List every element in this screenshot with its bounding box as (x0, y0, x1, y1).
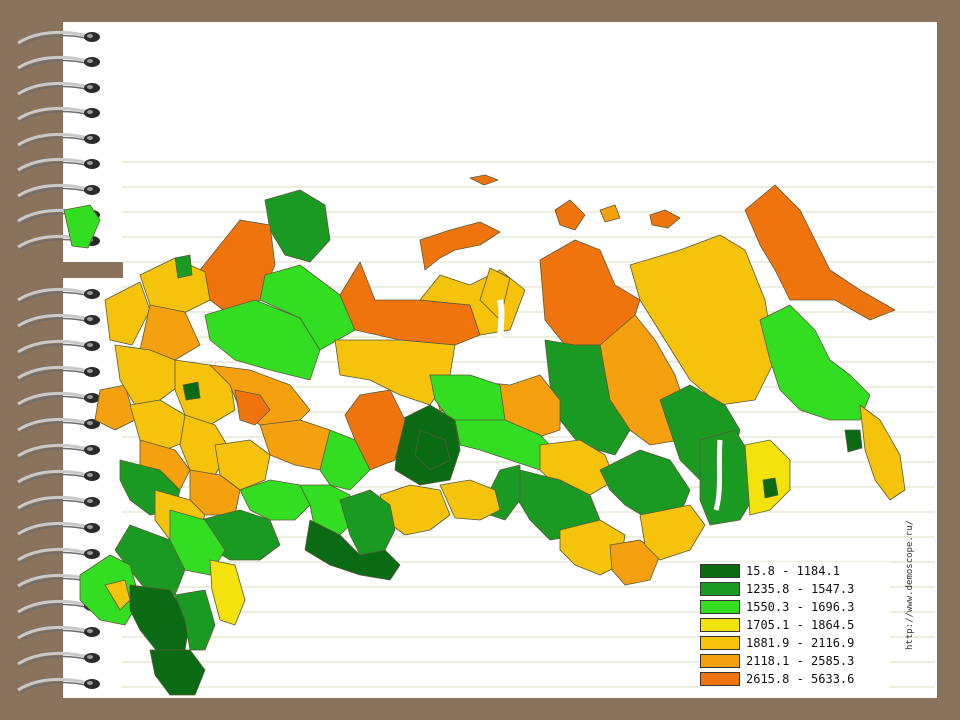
map-region (94, 384, 136, 431)
map-region (859, 404, 906, 501)
legend-item: 1550.3 - 1696.3 (700, 598, 890, 616)
legend-label: 15.8 - 1184.1 (746, 564, 840, 578)
legend-item: 2118.1 - 2585.3 (700, 652, 890, 670)
spiral-ring-icon (17, 547, 100, 564)
spiral-ring-icon (17, 677, 100, 694)
spiral-ring-icon (17, 417, 100, 434)
map-region (139, 304, 201, 361)
map-region (174, 589, 216, 651)
spiral-ring-icon (17, 365, 100, 382)
legend-swatch (700, 582, 740, 596)
legend-label: 1881.9 - 2116.9 (746, 636, 855, 650)
map-region (209, 559, 246, 626)
map-region (759, 304, 871, 421)
legend-swatch (700, 564, 740, 578)
legend-swatch (700, 654, 740, 668)
legend-label: 1235.8 - 1547.3 (746, 582, 855, 596)
map-region (559, 519, 626, 576)
map-region (844, 429, 863, 453)
map-region (234, 389, 271, 426)
source-watermark: http://www.demoscope.ru/ (905, 519, 915, 650)
legend-swatch (700, 618, 740, 632)
spiral-ring-icon (17, 81, 100, 98)
map-region (339, 489, 396, 556)
legend-label: 2615.8 - 5633.6 (746, 672, 855, 686)
spiral-ring-icon (17, 625, 100, 642)
map-region (239, 479, 311, 521)
spiral-ring-icon (17, 443, 100, 460)
map-region (174, 254, 193, 279)
map-region (414, 429, 451, 471)
map-region (554, 199, 586, 231)
spiral-ring-icon (17, 30, 100, 47)
map-region (264, 189, 331, 263)
map-region (114, 344, 181, 406)
spiral-ring-icon (17, 55, 100, 72)
map-region (182, 381, 201, 401)
map-region (319, 429, 371, 491)
map-region (744, 184, 896, 321)
map-region (609, 539, 661, 586)
map-region (149, 649, 206, 696)
spiral-ring-icon (17, 651, 100, 668)
legend-swatch (700, 672, 740, 686)
spiral-ring-icon (17, 495, 100, 512)
water-feature (497, 299, 508, 362)
spiral-ring-icon (17, 339, 100, 356)
legend-label: 1705.1 - 1864.5 (746, 618, 855, 632)
map-region (639, 504, 706, 561)
spiral-ring-icon (17, 183, 100, 200)
spiral-ring-icon (17, 313, 100, 330)
legend-item: 1881.9 - 2116.9 (700, 634, 890, 652)
map-legend: 15.8 - 1184.1 1235.8 - 1547.3 1550.3 - 169… (700, 562, 890, 694)
map-region (762, 477, 779, 499)
legend-label: 2118.1 - 2585.3 (746, 654, 855, 668)
spiral-ring-icon (17, 157, 100, 174)
spiral-ring-icon (17, 391, 100, 408)
legend-label: 1550.3 - 1696.3 (746, 600, 855, 614)
map-region (419, 221, 501, 271)
map-region (599, 204, 621, 223)
map-region (629, 234, 776, 406)
map-region (699, 429, 756, 526)
spiral-ring-icon (17, 469, 100, 486)
map-region (649, 209, 681, 229)
spiral-ring-icon (17, 521, 100, 538)
map-region (204, 299, 321, 381)
water-feature (713, 439, 723, 511)
spiral-ring-icon (17, 106, 100, 123)
spiral-ring-icon (17, 132, 100, 149)
legend-item: 1705.1 - 1864.5 (700, 616, 890, 634)
legend-item: 15.8 - 1184.1 (700, 562, 890, 580)
map-region (744, 439, 791, 516)
spiral-ring-icon (17, 287, 100, 304)
paper-notch (63, 262, 123, 278)
map-region (104, 281, 151, 346)
legend-item: 2615.8 - 5633.6 (700, 670, 890, 688)
map-region (469, 174, 499, 186)
map-region (439, 479, 501, 521)
legend-item: 1235.8 - 1547.3 (700, 580, 890, 598)
map-region (304, 519, 401, 581)
map-region (63, 204, 101, 249)
map-regions (63, 174, 906, 696)
legend-swatch (700, 636, 740, 650)
legend-swatch (700, 600, 740, 614)
